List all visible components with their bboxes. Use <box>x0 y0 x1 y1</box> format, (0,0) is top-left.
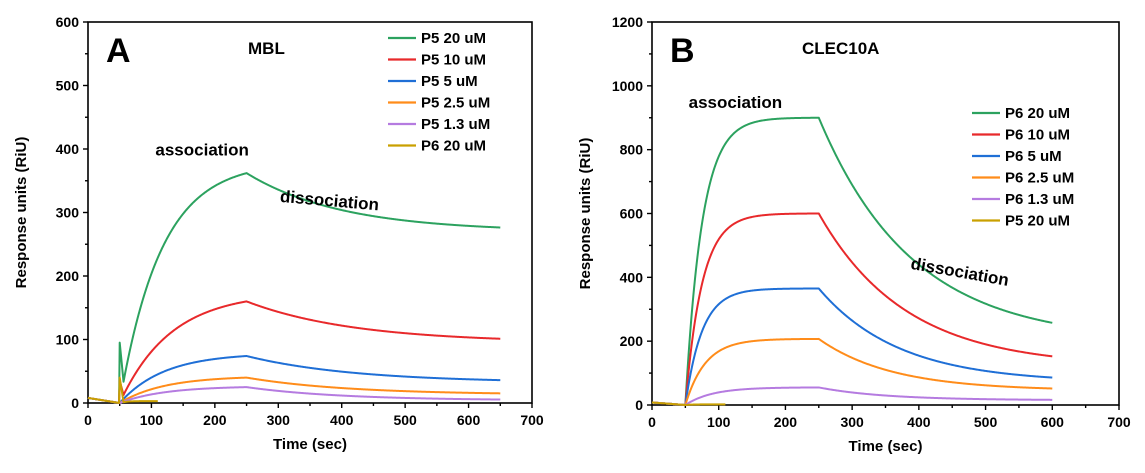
x-tick-label: 300 <box>840 414 864 430</box>
x-axis-title: Time (sec) <box>849 438 923 455</box>
y-tick-label: 400 <box>56 141 80 157</box>
y-tick-label: 1200 <box>612 14 643 30</box>
y-tick-label: 1000 <box>612 78 643 94</box>
legend-entry: P5 2.5 uM <box>421 95 490 112</box>
legend-entry: P6 20 uM <box>421 138 486 155</box>
x-tick-label: 700 <box>520 412 544 428</box>
chart-title: CLEC10A <box>802 39 879 58</box>
x-axis-title: Time (sec) <box>273 436 347 453</box>
x-tick-label: 700 <box>1107 414 1131 430</box>
x-tick-label: 100 <box>140 412 164 428</box>
legend-entry: P6 1.3 uM <box>1005 191 1074 208</box>
legend-entry: P6 2.5 uM <box>1005 170 1074 187</box>
x-tick-label: 300 <box>267 412 291 428</box>
series-line <box>87 355 501 404</box>
y-tick-label: 0 <box>635 397 643 413</box>
series-line <box>87 172 501 404</box>
annotation-label: association <box>689 93 783 112</box>
y-axis-title: Response units (RiU) <box>577 138 594 290</box>
legend-entry: P5 20 uM <box>1005 213 1070 230</box>
y-tick-label: 500 <box>56 78 80 94</box>
y-tick-label: 600 <box>620 206 644 222</box>
y-tick-label: 200 <box>56 268 80 284</box>
legend-entry: P5 20 uM <box>421 30 486 47</box>
series-line <box>651 337 1053 406</box>
annotation-label: dissociation <box>909 254 1010 290</box>
x-tick-label: 500 <box>974 414 998 430</box>
x-tick-label: 400 <box>907 414 931 430</box>
x-tick-label: 200 <box>774 414 798 430</box>
legend-entry: P6 10 uM <box>1005 127 1070 144</box>
series-line <box>87 376 501 404</box>
x-tick-label: 100 <box>707 414 731 430</box>
series-line <box>87 376 159 404</box>
x-tick-label: 0 <box>84 412 92 428</box>
x-tick-label: 600 <box>457 412 481 428</box>
series-line <box>651 287 1053 406</box>
series-line <box>651 401 726 406</box>
legend-entry: P5 1.3 uM <box>421 116 490 133</box>
panel-letter: B <box>670 32 695 70</box>
annotation-label: dissociation <box>279 187 379 215</box>
series-line <box>651 116 1053 406</box>
x-tick-label: 500 <box>393 412 417 428</box>
y-tick-label: 0 <box>71 395 79 411</box>
legend-entry: P5 5 uM <box>421 73 478 90</box>
y-tick-label: 300 <box>56 205 80 221</box>
x-tick-label: 0 <box>648 414 656 430</box>
panel-b: 0 100 200 300 400 500 600 700 0 200 400 600 800 1000 1… <box>577 14 1131 455</box>
series-line <box>651 386 1053 406</box>
panel-letter: A <box>106 32 131 70</box>
legend-entry: P5 10 uM <box>421 52 486 69</box>
series-line <box>87 300 501 404</box>
x-tick-label: 200 <box>203 412 227 428</box>
chart-title: MBL <box>248 39 285 58</box>
y-tick-label: 100 <box>56 332 80 348</box>
series-line <box>651 212 1053 406</box>
y-tick-label: 800 <box>620 142 644 158</box>
panel-a: 0 100 200 300 400 500 600 700 0 100 200 300 400 500 60… <box>13 14 544 453</box>
y-tick-label: 600 <box>56 14 80 30</box>
y-tick-label: 400 <box>620 269 644 285</box>
x-tick-label: 600 <box>1041 414 1065 430</box>
annotation-label: association <box>155 140 249 159</box>
legend-entry: P6 20 uM <box>1005 105 1070 122</box>
series-line <box>87 386 501 404</box>
x-tick-label: 400 <box>330 412 354 428</box>
y-axis-title: Response units (RiU) <box>13 137 30 289</box>
y-tick-label: 200 <box>620 333 644 349</box>
legend-entry: P6 5 uM <box>1005 148 1062 165</box>
